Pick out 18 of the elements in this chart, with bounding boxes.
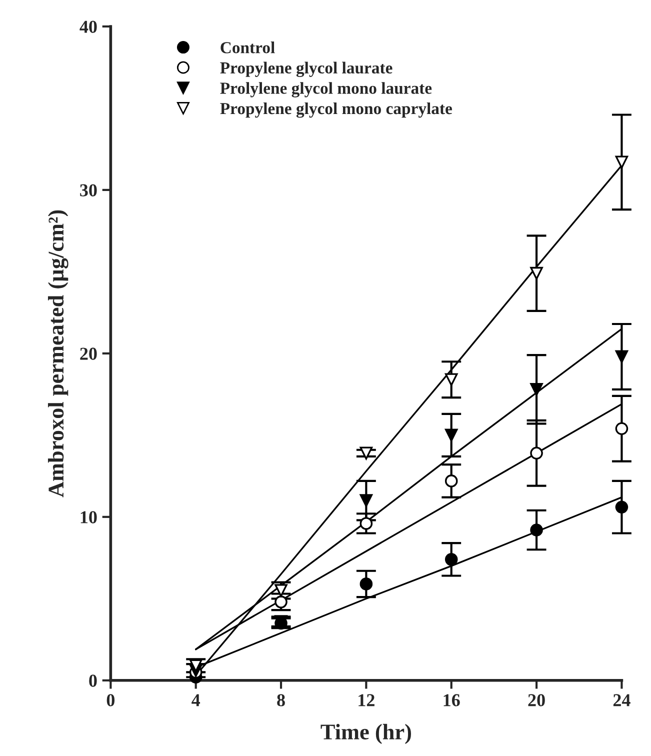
y-axis-title: Ambroxol permeated (µg/cm²) [48,210,68,498]
legend-label: Propylene glycol mono caprylate [220,102,452,118]
x-tick-label: 24 [613,694,630,706]
legend-label: Prolylene glycol mono laurate [220,82,432,98]
y-tick-label: 20 [80,348,97,360]
x-tick-label: 8 [277,694,285,706]
x-tick-label: 20 [528,694,545,706]
x-tick-label: 16 [444,694,460,706]
y-tick-label: 0 [89,674,97,687]
y-tick-label: 10 [80,511,97,524]
x-tick-label: 0 [106,694,114,706]
x-tick-label: 12 [358,694,374,706]
y-tick-label: 30 [80,184,97,196]
x-tick-label: 4 [192,694,200,706]
legend-label: Propylene glycol laurate [220,62,392,78]
x-axis-title: Time (hr) [320,724,411,744]
legend-label: Control [220,42,275,54]
y-tick-label: 40 [80,20,97,33]
